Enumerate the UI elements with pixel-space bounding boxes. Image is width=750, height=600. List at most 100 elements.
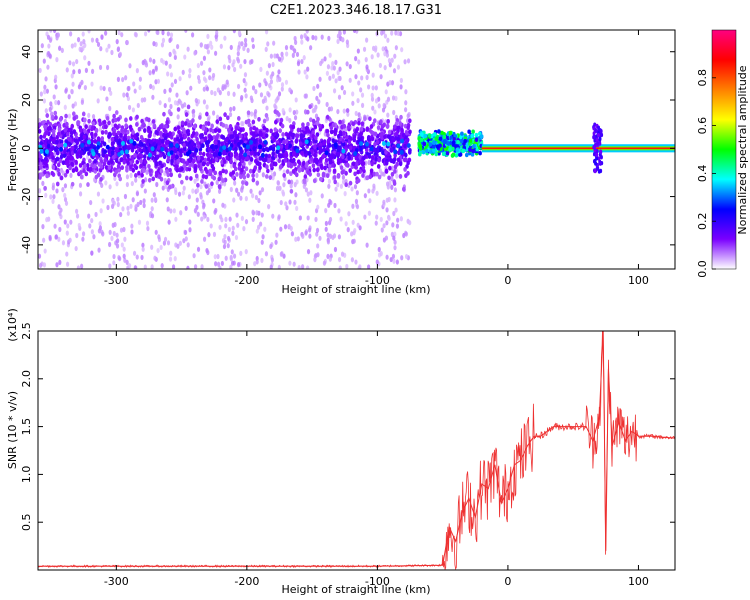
heatmap-speckle [69,219,73,225]
heatmap-speckle [371,105,375,111]
heatmap-cell [95,145,100,150]
heatmap-speckle [306,249,311,255]
heatmap-cell [318,123,322,129]
heatmap-cell [126,145,131,151]
heatmap-cell [441,151,446,157]
heatmap-speckle [285,51,289,57]
heatmap-cell [348,145,353,151]
heatmap-speckle [71,81,75,87]
heatmap-cell [174,164,179,170]
heatmap-cell [96,172,101,178]
bottom-x-ticks: -300 -200 -100 0 100 [104,331,649,588]
heatmap-speckle [336,38,340,45]
heatmap-cell [258,148,263,154]
heatmap-cell [354,128,359,134]
heatmap-speckle [354,259,358,265]
heatmap-speckle [53,223,57,229]
heatmap-speckle [404,100,408,106]
heatmap-cell [93,158,97,164]
heatmap-speckle [288,199,292,205]
heatmap-cell [389,147,394,153]
colorbar-tick-label: 0.0 [696,260,709,278]
heatmap-cell [162,111,166,117]
heatmap-cell [229,152,234,157]
heatmap-cell [126,160,130,166]
heatmap-speckle [391,253,396,259]
heatmap-speckle [214,34,218,40]
heatmap-cell [359,126,364,132]
heatmap-speckle [375,190,379,196]
heatmap-speckle [74,245,78,252]
heatmap-speckle [340,251,345,257]
heatmap-speckle [138,84,142,91]
heatmap-cell [135,159,140,165]
heatmap-cell [83,117,87,123]
heatmap-cell [258,138,263,144]
heatmap-cell [96,141,101,147]
heatmap-cell [467,129,471,134]
heatmap-cell [372,118,377,124]
heatmap-speckle [325,101,329,108]
heatmap-speckle [311,34,315,41]
heatmap-speckle [275,53,279,59]
heatmap-cell [251,173,255,178]
heatmap-cell [251,177,256,183]
heatmap-speckle [343,191,347,197]
heatmap-speckle [193,178,197,184]
heatmap-cell [116,163,121,169]
heatmap-cell [90,142,94,148]
heatmap-speckle [307,227,312,233]
heatmap-cell [286,133,290,138]
heatmap-cell [140,172,144,178]
heatmap-speckle [253,108,258,115]
heatmap-cell [291,168,296,174]
heatmap-cell [38,144,43,150]
heatmap-speckle [83,55,87,61]
heatmap-speckle [289,225,293,231]
heatmap-speckle [70,43,74,49]
heatmap-speckle [223,239,227,245]
heatmap-speckle [396,64,401,70]
heatmap-speckle [240,41,244,47]
heatmap-cell [233,129,237,135]
heatmap-speckle [210,44,214,50]
heatmap-speckle [99,85,103,91]
heatmap-cell [400,127,404,133]
heatmap-speckle [89,199,93,206]
heatmap-cell [74,159,78,165]
heatmap-cell [132,140,137,146]
heatmap-speckle [277,91,282,97]
heatmap-speckle [160,263,164,269]
top-x-axis-label: Height of straight line (km) [281,283,430,296]
heatmap-speckle [147,30,151,33]
heatmap-speckle [250,58,254,65]
heatmap-speckle [255,172,259,178]
heatmap-cell [384,150,388,155]
heatmap-cell [133,163,137,169]
heatmap-speckle [259,66,263,72]
heatmap-speckle [339,216,343,222]
heatmap-speckle [44,76,48,82]
heatmap-cell [147,177,152,183]
heatmap-speckle [301,264,305,269]
heatmap-cell [321,153,326,159]
heatmap-cell [79,170,83,175]
heatmap-cell [364,141,369,147]
heatmap-cell [262,125,266,131]
heatmap-speckle [353,184,358,190]
heatmap-speckle [390,176,394,182]
heatmap-speckle [406,113,410,119]
heatmap-cell [255,160,260,166]
heatmap-cell [110,140,115,146]
heatmap-cell [107,149,112,155]
heatmap-cell [479,134,484,139]
heatmap-speckle [327,183,331,189]
heatmap-speckle [380,227,384,233]
heatmap-speckle [387,58,392,64]
heatmap-cell [214,140,218,146]
heatmap-speckle [351,203,355,209]
heatmap-speckle [66,223,70,229]
heatmap-speckle [96,191,101,197]
heatmap-speckle [108,229,112,235]
heatmap-cell [191,130,196,136]
